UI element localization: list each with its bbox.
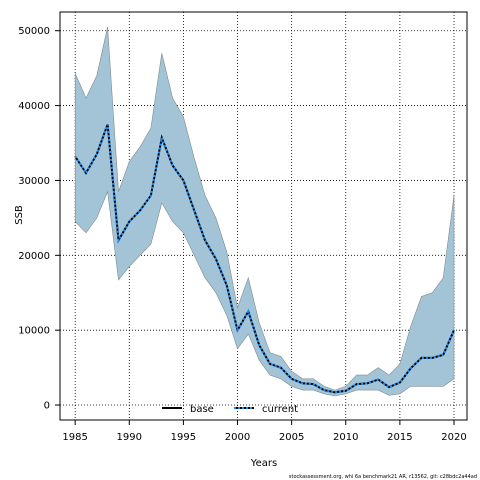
x-tick-label: 2015 [387, 432, 412, 443]
x-tick-label: 1990 [117, 432, 142, 443]
y-tick-label: 0 [44, 401, 50, 412]
x-tick-label: 2005 [279, 432, 304, 443]
y-axis: 0 10000 20000 30000 40000 50000 [18, 26, 60, 412]
x-tick-label: 2010 [333, 432, 358, 443]
confidence-band [74, 26, 455, 397]
x-tick-label: 1985 [62, 432, 87, 443]
x-axis: 1985 1990 1995 2000 2005 2010 2015 2020 [62, 420, 467, 443]
y-tick-label: 30000 [18, 176, 50, 187]
y-tick-label: 40000 [18, 101, 50, 112]
legend-label-base: base [190, 404, 214, 415]
y-tick-label: 50000 [18, 26, 50, 37]
x-tick-label: 1995 [171, 432, 196, 443]
plot-frame [59, 11, 468, 421]
y-tick-label: 20000 [18, 251, 50, 262]
x-tick-label: 2000 [225, 432, 250, 443]
y-axis-title: SSB [14, 205, 25, 225]
legend-label-current: current [262, 404, 298, 415]
legend: base current [162, 404, 298, 415]
series-line-current [74, 123, 455, 394]
y-tick-label: 10000 [18, 326, 50, 337]
footnote: stockassessment.org, whi 6a benchmark21 … [289, 474, 477, 480]
x-axis-title: Years [250, 458, 277, 469]
x-tick-label: 2020 [441, 432, 466, 443]
